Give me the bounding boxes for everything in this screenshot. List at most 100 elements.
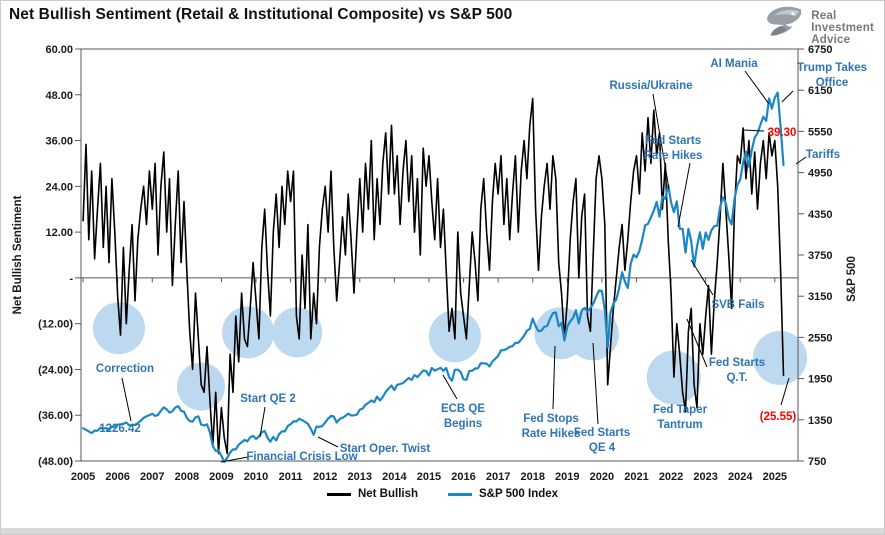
left-axis-label: 48.00 xyxy=(45,90,73,102)
annotation-russia-ukraine: Russia/Ukraine xyxy=(609,80,692,92)
annotation-fed-taper-tantrum: Tantrum xyxy=(657,419,702,431)
left-axis-label: (24.00) xyxy=(38,364,73,376)
brand-name: Real Investment Advice xyxy=(811,10,874,46)
annotation-sp-start-value: 1226.42 xyxy=(99,423,141,435)
x-axis-label: 2007 xyxy=(140,471,164,483)
sp500-line-swatch xyxy=(448,492,472,496)
left-axis-label: 24.00 xyxy=(45,181,73,193)
annotation-leader-fed-starts-rate-hikes xyxy=(677,162,691,228)
right-axis-label: 1950 xyxy=(808,374,832,386)
legend-item-sp500: S&P 500 Index xyxy=(448,488,558,500)
annotation-leader-tariffs xyxy=(795,156,807,165)
annotation-leader-correction xyxy=(121,377,132,422)
x-axis-label: 2013 xyxy=(348,471,372,483)
x-axis-label: 2012 xyxy=(313,471,337,483)
brand-logo: Real Investment Advice xyxy=(759,5,874,50)
annotation-fed-stops-rate-hikes: Fed Stops xyxy=(523,413,579,425)
series-line-s-p-500-index xyxy=(81,91,785,464)
brand-line-1: Real xyxy=(811,9,837,22)
annotation-tariffs: Tariffs xyxy=(806,149,840,161)
left-axis-label: 12.00 xyxy=(45,227,73,239)
annotation-value-25-55: (25.55) xyxy=(760,411,797,423)
annotation-ecb-qe-begins: Begins xyxy=(444,418,482,430)
x-axis-label: 2024 xyxy=(728,471,753,483)
annotation-fed-starts-qt: Q.T. xyxy=(726,372,747,384)
x-axis-label: 2009 xyxy=(209,471,233,483)
left-axis-label: (12.00) xyxy=(38,319,73,331)
brand-line-3: Advice xyxy=(811,33,851,46)
annotation-start-qe2: Start QE 2 xyxy=(240,393,296,405)
annotation-trump-takes-office: Trump Takes xyxy=(797,62,867,74)
x-axis-label: 2008 xyxy=(175,471,199,483)
annotation-leader-russia-ukraine xyxy=(652,93,670,190)
right-axis-label: 750 xyxy=(808,456,826,468)
annotation-leader-value-39-30 xyxy=(742,129,765,132)
annotation-value-39-30: 39.30 xyxy=(768,127,797,139)
left-axis-label: (36.00) xyxy=(38,410,73,422)
highlight-circle xyxy=(272,307,323,358)
annotation-leader-ecb-qe-begins xyxy=(442,374,458,400)
annotation-svb-fails: SVB Fails xyxy=(711,299,764,311)
annotation-fed-starts-qe4: QE 4 xyxy=(589,442,616,454)
x-axis-label: 2016 xyxy=(451,471,475,483)
annotation-fed-stops-rate-hikes: Rate Hikes xyxy=(522,428,581,440)
annotation-ecb-qe-begins: ECB QE xyxy=(441,403,485,415)
right-axis-label: 4350 xyxy=(808,209,832,221)
annotation-leader-value-25-55 xyxy=(780,377,790,406)
annotation-fed-taper-tantrum: Fed Taper xyxy=(653,404,708,416)
highlight-circle xyxy=(93,302,145,355)
x-axis-label: 2006 xyxy=(105,471,129,483)
net-bullish-line-swatch xyxy=(326,492,351,496)
brand-line-2: Investment xyxy=(811,21,874,34)
annotation-leader-fed-stops-rate-hikes xyxy=(552,345,556,410)
left-axis-title: Net Bullish Sentiment xyxy=(12,195,24,314)
x-axis-label: 2010 xyxy=(244,471,268,483)
annotation-trump-takes-office: Office xyxy=(816,77,849,89)
x-axis-label: 2018 xyxy=(520,471,544,483)
annotation-leader-start-oper-twist xyxy=(317,436,339,448)
right-axis-label: 4950 xyxy=(808,168,832,180)
annotation-leader-ai-mania xyxy=(744,70,770,105)
right-axis-label: 2550 xyxy=(808,332,832,344)
right-axis-label: 3750 xyxy=(808,250,832,262)
annotation-leader-fed-starts-qt xyxy=(686,318,708,368)
annotation-leader-start-qe2 xyxy=(259,406,266,438)
x-axis-label: 2014 xyxy=(382,471,407,483)
right-axis-label: 6750 xyxy=(808,44,832,56)
x-axis-label: 2022 xyxy=(659,471,683,483)
x-axis-label: 2020 xyxy=(590,471,614,483)
annotation-financial-crisis-low: Financial Crisis Low xyxy=(246,451,357,463)
legend-label-sp500: S&P 500 Index xyxy=(479,488,559,500)
annotation-leader-financial-crisis-low xyxy=(220,456,249,463)
annotation-correction: Correction xyxy=(96,363,154,375)
left-axis-label: 36.00 xyxy=(45,136,73,148)
annotation-leader-fed-starts-qe4 xyxy=(592,342,599,425)
chart-title: Net Bullish Sentiment (Retail & Institut… xyxy=(9,6,513,23)
highlight-circle xyxy=(753,331,807,385)
series-line-net-bullish xyxy=(82,97,785,455)
left-axis-label: (48.00) xyxy=(38,456,73,468)
annotation-ai-mania: AI Mania xyxy=(710,58,758,70)
annotation-leader-trump-takes-office xyxy=(781,90,794,103)
legend-label-net-bullish: Net Bullish xyxy=(357,488,418,500)
right-axis-label: 6150 xyxy=(808,85,832,97)
right-axis-label: 5550 xyxy=(808,126,832,138)
annotation-start-oper-twist: Start Oper. Twist xyxy=(340,443,431,455)
annotation-fed-starts-rate-hikes: Fed Starts xyxy=(645,135,701,147)
left-axis-label: 60.00 xyxy=(45,44,73,56)
window-bottom-edge xyxy=(1,528,884,534)
x-axis-label: 2025 xyxy=(763,471,787,483)
annotation-fed-starts-rate-hikes: Rate Hikes xyxy=(644,150,703,162)
x-axis-label: 2005 xyxy=(71,471,95,483)
right-axis-title: S&P 500 xyxy=(846,256,858,302)
chart-legend: Net Bullish S&P 500 Index xyxy=(1,484,884,504)
x-axis-label: 2011 xyxy=(279,471,303,483)
x-axis-label: 2021 xyxy=(624,471,648,483)
legend-item-net-bullish: Net Bullish xyxy=(326,488,418,500)
highlight-circle xyxy=(177,362,225,411)
right-axis-label: 3150 xyxy=(808,291,832,303)
x-axis-label: 2023 xyxy=(693,471,717,483)
right-axis-label: 1350 xyxy=(808,415,832,427)
